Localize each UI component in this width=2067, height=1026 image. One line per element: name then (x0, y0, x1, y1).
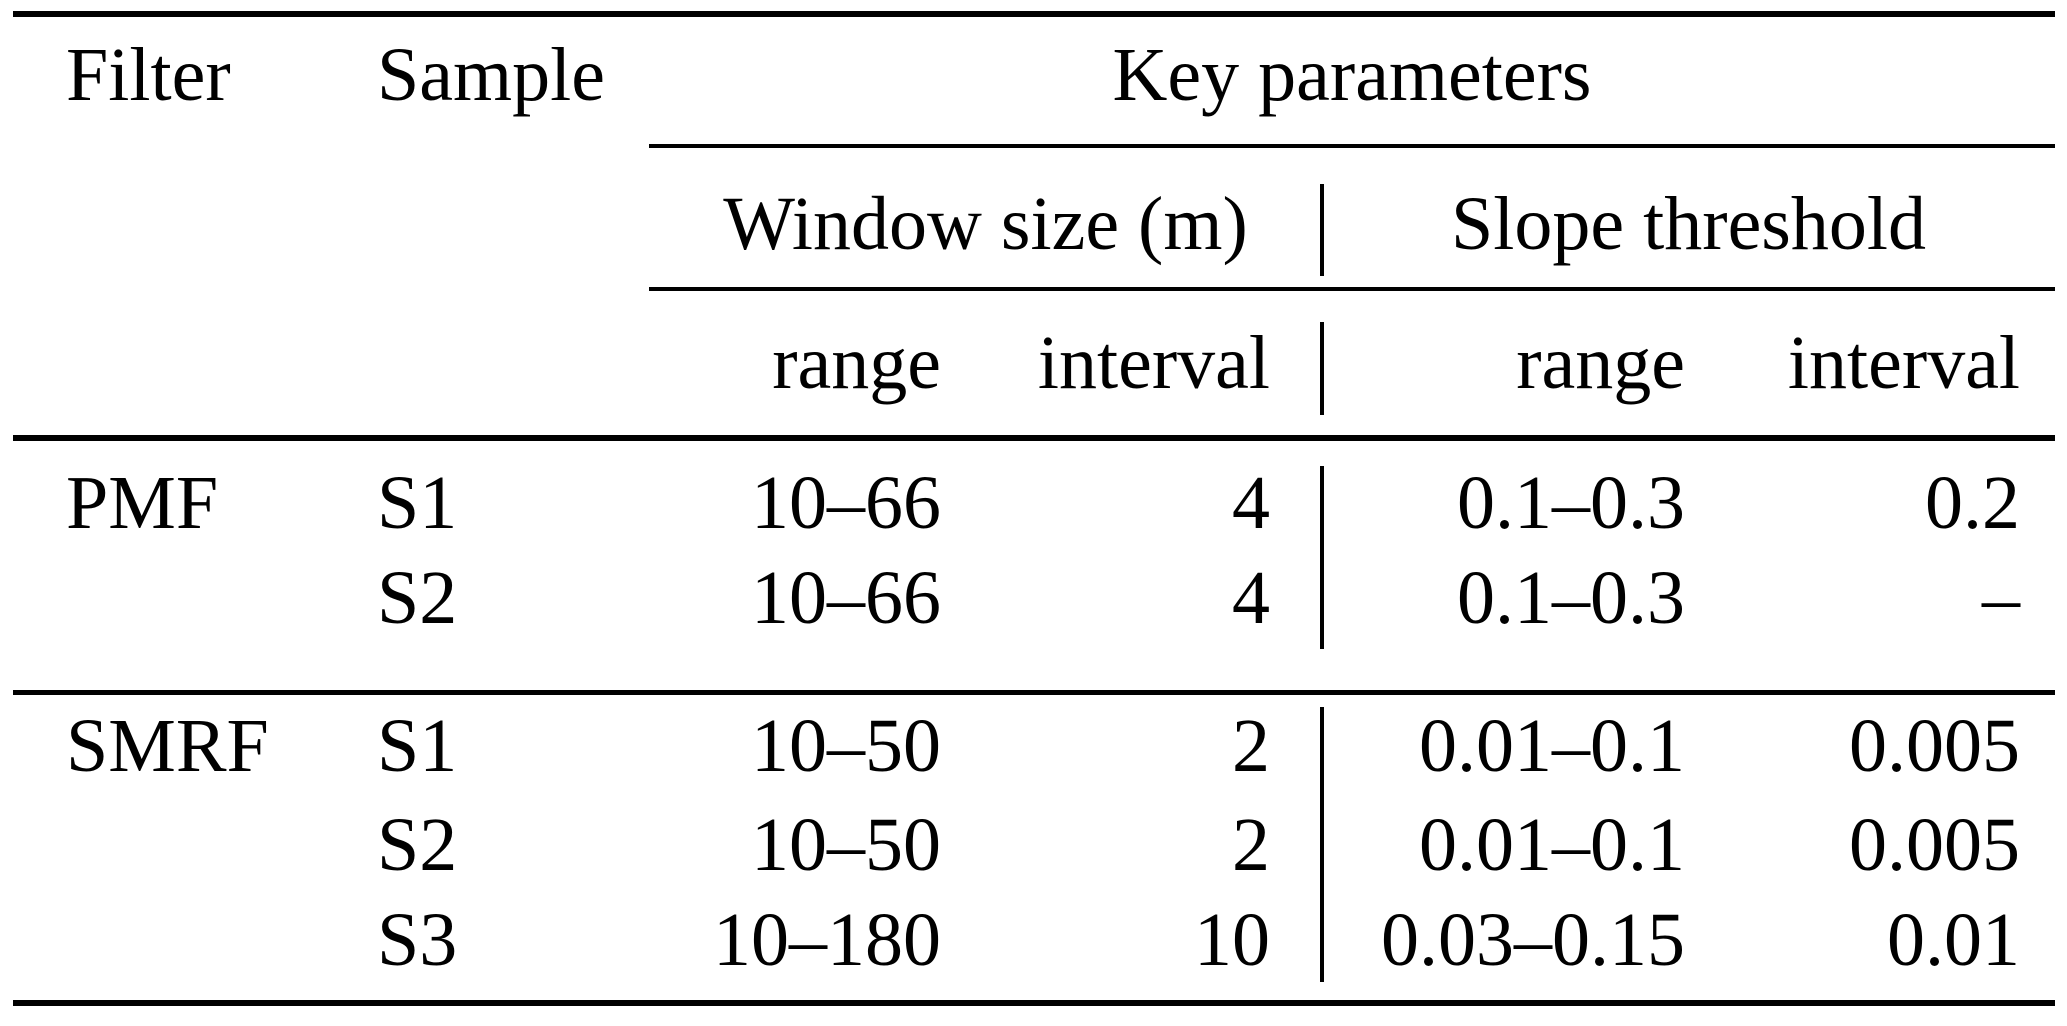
column-divider-segment-smrf (1320, 707, 1324, 982)
header-row-subgroups: Window size (m) Slope threshold (13, 146, 2056, 291)
cell-ws-interval: 10 (1194, 897, 1270, 982)
cell-sample: S3 (377, 897, 458, 982)
header-slope-threshold: Slope threshold (1322, 146, 2056, 291)
cell-st-range: 0.03–0.15 (1381, 897, 1685, 982)
empty-cell (13, 146, 360, 289)
empty-cell (13, 289, 360, 441)
header-st-interval: interval (1699, 289, 2056, 441)
cell-filter: PMF (66, 461, 219, 545)
cell-ws-range: 10–66 (751, 556, 941, 640)
column-divider-segment-pmf (1320, 466, 1324, 649)
table-bottom-spacer-row (13, 987, 2055, 1003)
table-header: Filter Sample Key parameters Window size… (13, 14, 2056, 441)
empty-cell (13, 987, 2055, 1003)
cell-st-interval: – (1982, 556, 2021, 640)
empty-cell (360, 146, 649, 289)
table-row: SMRF S1 10–50 2 0.01–0.1 0.005 (13, 692, 2055, 797)
key-parameters-table: Filter Sample Key parameters Window size… (13, 11, 2056, 1006)
table-row: PMF S1 10–66 4 0.1–0.3 0.2 (13, 438, 2055, 553)
header-st-range: range (1322, 289, 1699, 441)
cell-filter (13, 892, 360, 987)
cell-ws-interval: 2 (1232, 802, 1270, 887)
header-ws-range: range (649, 289, 955, 441)
cell-ws-range: 10–66 (751, 461, 941, 545)
cell-ws-interval: 2 (1232, 703, 1270, 788)
header-row-subcolumns: range interval range interval (13, 289, 2056, 441)
cell-filter: SMRF (66, 703, 269, 788)
cell-ws-range: 10–180 (713, 897, 941, 982)
cell-sample: S2 (377, 556, 458, 640)
cell-ws-range: 10–50 (751, 703, 941, 788)
cell-st-range: 0.01–0.1 (1419, 703, 1685, 788)
cell-st-interval: 0.2 (1925, 461, 2021, 545)
header-key-parameters: Key parameters (649, 14, 2056, 148)
cell-st-range: 0.01–0.1 (1419, 802, 1685, 887)
cell-ws-interval: 4 (1232, 556, 1270, 640)
cell-st-interval: 0.005 (1849, 802, 2021, 887)
cell-st-range: 0.1–0.3 (1457, 556, 1685, 640)
cell-ws-interval: 4 (1232, 461, 1270, 545)
cell-st-interval: 0.005 (1849, 703, 2021, 788)
table-row: S2 10–50 2 0.01–0.1 0.005 (13, 797, 2055, 892)
group-smrf: SMRF S1 10–50 2 0.01–0.1 0.005 S2 10–50 … (13, 692, 2055, 1003)
column-divider-segment-header (1320, 184, 1324, 276)
group-separator-row (13, 643, 2056, 695)
cell-st-interval: 0.01 (1887, 897, 2021, 982)
cell-sample: S1 (377, 461, 458, 545)
header-window-size: Window size (m) (649, 146, 1322, 291)
cell-sample: S2 (377, 802, 458, 887)
cell-ws-range: 10–50 (751, 802, 941, 887)
group-pmf: PMF S1 10–66 4 0.1–0.3 0.2 S2 10–66 4 0.… (13, 438, 2056, 695)
cell-sample: S1 (377, 703, 458, 788)
header-filter: Filter (66, 33, 231, 117)
header-ws-interval: interval (955, 289, 1322, 441)
cell-st-range: 0.1–0.3 (1457, 461, 1685, 545)
table-row: S3 10–180 10 0.03–0.15 0.01 (13, 892, 2055, 987)
header-sample: Sample (377, 33, 605, 117)
empty-cell (360, 289, 649, 441)
group-separator-rule (13, 643, 2056, 695)
table-row: S2 10–66 4 0.1–0.3 – (13, 553, 2055, 643)
cell-filter (13, 797, 360, 892)
header-row-top: Filter Sample Key parameters (13, 14, 2056, 148)
cell-filter (13, 553, 360, 643)
column-divider-segment-subheader (1320, 322, 1324, 415)
